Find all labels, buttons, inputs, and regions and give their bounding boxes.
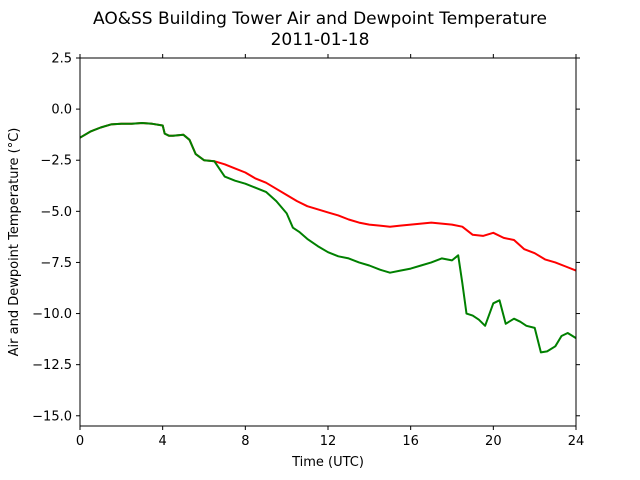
y-tick-label: −15.0	[32, 409, 72, 424]
plot-area	[79, 122, 577, 354]
x-tick-label: 16	[402, 434, 419, 449]
x-tick-label: 4	[159, 434, 167, 449]
x-tick-label: 20	[485, 434, 502, 449]
y-tick-label: −7.5	[40, 256, 72, 271]
x-tick-label: 24	[568, 434, 585, 449]
y-tick-label: −5.0	[40, 205, 72, 220]
series-line-0	[79, 122, 577, 272]
y-axis-label: Air and Dewpoint Temperature (°C)	[7, 128, 22, 357]
y-tick-label: 0.0	[51, 103, 72, 118]
y-tick-label: 2.5	[51, 52, 72, 67]
tick-group: 0 4 8 12 16 20 24 2.5 0.0 −2.5 −5.0 −7.5 −10.0 −12.5 −…	[32, 52, 584, 450]
x-axis-label: Time (UTC)	[291, 455, 364, 470]
y-tick-label: −10.0	[32, 307, 72, 322]
chart-subtitle: 2011-01-18	[271, 30, 370, 50]
plot-frame	[79, 57, 577, 427]
y-tick-label: −12.5	[32, 358, 72, 373]
x-tick-label: 12	[320, 434, 337, 449]
x-tick-label: 8	[241, 434, 249, 449]
chart-title: AO&SS Building Tower Air and Dewpoint Te…	[93, 9, 547, 29]
y-tick-label: −2.5	[40, 154, 72, 169]
series-line-1	[79, 122, 577, 354]
x-tick-label: 0	[76, 434, 84, 449]
